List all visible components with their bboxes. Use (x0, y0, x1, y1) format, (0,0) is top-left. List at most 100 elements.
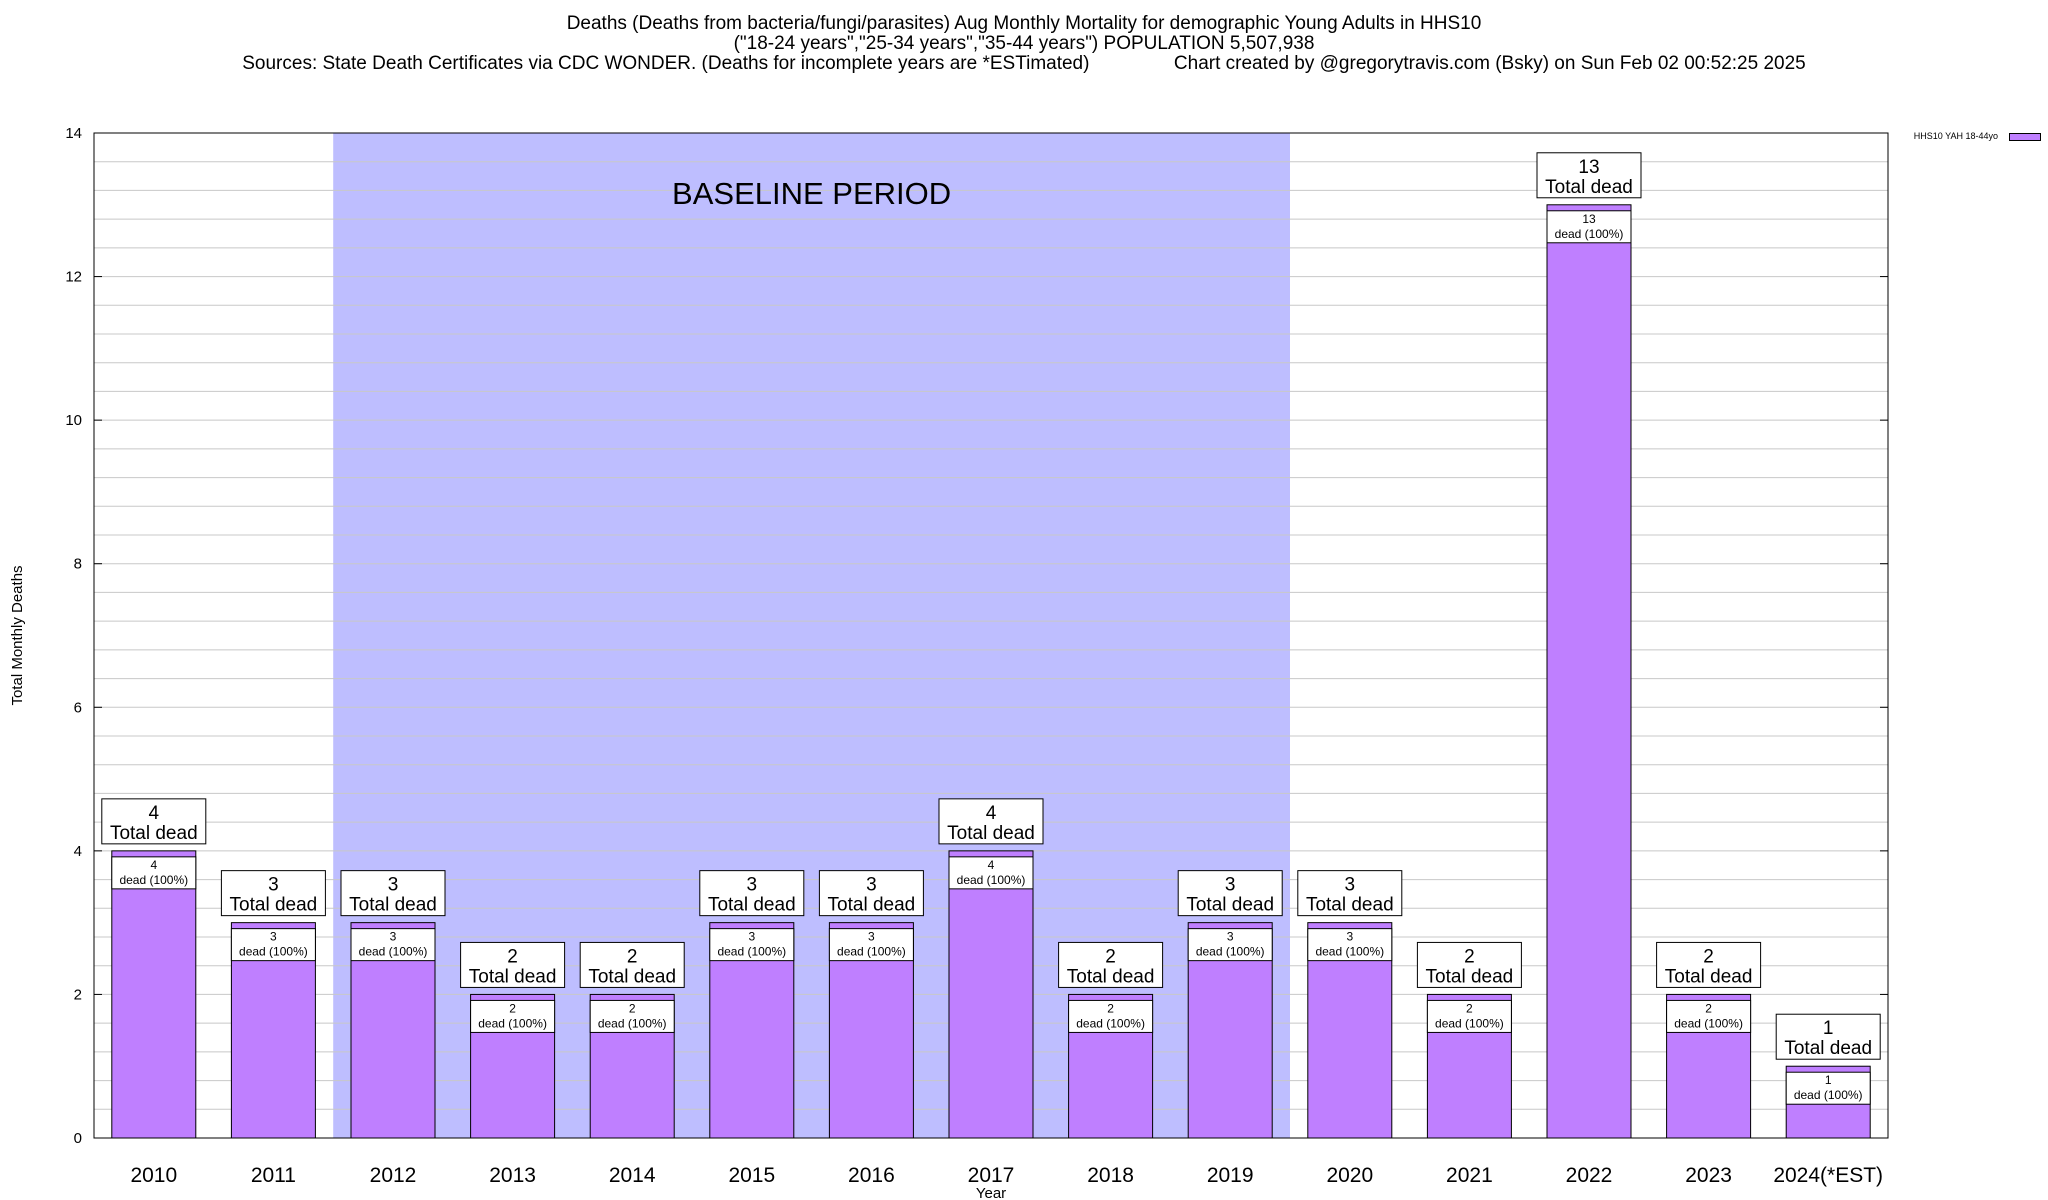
bar-inner-label: dead (100%) (1794, 1088, 1863, 1102)
bar-inner-label: dead (100%) (478, 1016, 547, 1030)
legend-swatch (2009, 133, 2041, 141)
x-tick-label: 2016 (848, 1164, 895, 1187)
bar-inner-label: dead (100%) (119, 873, 188, 887)
bar-inner-label-box (1068, 999, 1154, 1033)
bar-inner-label-box (350, 928, 436, 962)
bar-inner-label: dead (100%) (1555, 227, 1624, 241)
bar-total-label-box (699, 870, 805, 917)
bar-total-label: Total dead (1665, 966, 1753, 987)
bar-total-label: Total dead (947, 823, 1035, 844)
bar (948, 850, 1034, 1139)
bar-total-value: 3 (268, 875, 279, 896)
bar-total-value: 1 (1823, 1018, 1834, 1039)
bar-inner-label: dead (100%) (1076, 1016, 1145, 1030)
bar-inner-label: dead (100%) (598, 1016, 667, 1030)
bar-total-label-box (1536, 152, 1642, 199)
bar (111, 850, 197, 1139)
bar-inner-label: dead (100%) (1315, 945, 1384, 959)
bar-total-label-box (579, 941, 685, 988)
x-tick-label: 2011 (251, 1164, 296, 1187)
bar-total-label: Total dead (1186, 895, 1274, 916)
x-tick-label: 2013 (489, 1164, 536, 1187)
bar-total-label-box (1297, 870, 1403, 917)
bar-inner-value: 2 (509, 1001, 516, 1015)
x-tick-label: 2015 (728, 1164, 775, 1187)
x-tick-label: 2020 (1326, 1164, 1373, 1187)
chart-subtitle: ("18-24 years","25-34 years","35-44 year… (733, 33, 1315, 54)
bar-inner-label-box (230, 928, 316, 962)
bar-total-label-box (460, 941, 566, 988)
bar-total-label-box (1177, 870, 1283, 917)
x-tick-label: 2012 (370, 1164, 417, 1187)
bar-total-label: Total dead (1784, 1038, 1872, 1059)
bar-total-label-box (1656, 941, 1762, 988)
bar-inner-label-box (470, 999, 556, 1033)
bar-total-value: 2 (627, 946, 638, 967)
bar-total-label-box (1058, 941, 1164, 988)
bar-total-value: 4 (149, 803, 160, 824)
bar-total-label-box (101, 798, 207, 845)
bar-inner-value: 2 (1466, 1001, 1473, 1015)
y-tick-label: 12 (65, 269, 82, 286)
chart-title: Deaths (Deaths from bacteria/fungi/paras… (566, 13, 1482, 34)
bar-inner-value: 3 (1227, 930, 1234, 944)
bar-inner-value: 2 (1107, 1001, 1114, 1015)
bar-total-label: Total dead (1067, 966, 1155, 987)
bar-inner-value: 4 (150, 858, 157, 872)
bar-total-value: 3 (388, 875, 399, 896)
chart-source-line: Sources: State Death Certificates via CD… (242, 53, 1806, 74)
bar-total-value: 3 (1225, 875, 1236, 896)
bar-total-label: Total dead (1545, 177, 1633, 198)
bar-inner-label: dead (100%) (1196, 945, 1265, 959)
bar-total-label: Total dead (349, 895, 437, 916)
bar-inner-label-box (1187, 928, 1273, 962)
y-tick-label: 0 (74, 1130, 82, 1147)
bar-inner-value: 3 (270, 930, 277, 944)
x-tick-label: 2023 (1685, 1164, 1732, 1187)
bar-total-label: Total dead (230, 895, 318, 916)
bar-total-label-box (340, 870, 446, 917)
bar-inner-label: dead (100%) (359, 945, 428, 959)
x-tick-label: 2014 (609, 1164, 656, 1187)
bar-total-label-box (938, 798, 1044, 845)
bar-inner-label-box (828, 928, 914, 962)
bar-inner-label: dead (100%) (837, 945, 906, 959)
bar-total-value: 13 (1578, 157, 1599, 178)
x-tick-label: 2018 (1087, 1164, 1134, 1187)
y-tick-label: 4 (74, 843, 82, 860)
bar-inner-label-box (1307, 928, 1393, 962)
bar-total-value: 4 (986, 803, 997, 824)
bar-inner-value: 3 (748, 930, 755, 944)
bar-total-value: 3 (1345, 875, 1356, 896)
x-tick-label: 2019 (1207, 1164, 1254, 1187)
bar-inner-label-box (1666, 999, 1752, 1033)
bar-inner-label: dead (100%) (1435, 1016, 1504, 1030)
bar-total-label-box (1416, 941, 1522, 988)
y-tick-label: 2 (74, 986, 82, 1003)
bar-inner-value: 3 (390, 930, 397, 944)
bar-total-label: Total dead (469, 966, 557, 987)
bar-inner-label-box (589, 999, 675, 1033)
y-tick-label: 14 (65, 125, 82, 142)
bar-total-value: 2 (507, 946, 518, 967)
bar-inner-label: dead (100%) (957, 873, 1026, 887)
bar-total-value: 3 (747, 875, 758, 896)
bar-inner-label-box (1546, 210, 1632, 244)
bar-total-label: Total dead (1306, 895, 1394, 916)
bar-total-label: Total dead (708, 895, 796, 916)
bar-total-label: Total dead (588, 966, 676, 987)
bar-total-label-box (818, 870, 924, 917)
bar-inner-label: dead (100%) (239, 945, 308, 959)
bar-inner-value: 3 (1346, 930, 1353, 944)
bar-inner-label-box (948, 856, 1034, 890)
bar-inner-value: 2 (1705, 1001, 1712, 1015)
bar-inner-label: dead (100%) (1674, 1016, 1743, 1030)
baseline-period-label: BASELINE PERIOD (672, 176, 951, 211)
bar-inner-value: 3 (868, 930, 875, 944)
x-tick-label: 2021 (1446, 1164, 1493, 1187)
legend-label: HHS10 YAH 18-44yo (1913, 131, 1998, 141)
bar-inner-label-box (1426, 999, 1512, 1033)
bar-total-value: 3 (866, 875, 877, 896)
bar-total-label-box (1775, 1013, 1881, 1060)
